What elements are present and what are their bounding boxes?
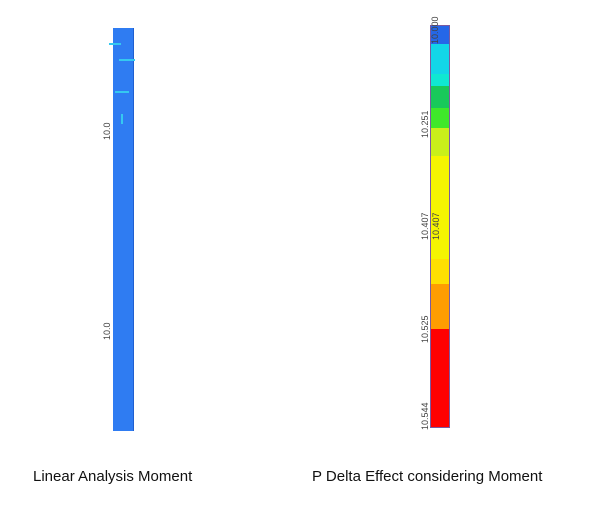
pdelta-segment <box>431 108 449 128</box>
pdelta-segment <box>431 259 449 284</box>
pdelta-segment <box>431 128 449 156</box>
linear-tick <box>119 59 135 61</box>
pdelta-label: 10.525 <box>420 315 430 343</box>
pdelta-segment <box>431 26 449 44</box>
pdelta-segment <box>431 156 449 259</box>
pdelta-caption: P Delta Effect considering Moment <box>312 468 543 485</box>
pdelta-label-bottom: 10.544 <box>420 402 430 430</box>
pdelta-segment <box>431 74 449 86</box>
pdelta-moment-bar <box>430 25 450 428</box>
linear-tick <box>115 91 129 93</box>
linear-moment-bar <box>109 28 135 431</box>
linear-caption: Linear Analysis Moment <box>33 468 193 485</box>
linear-tick <box>121 114 123 124</box>
pdelta-label-top: 10.000 <box>430 16 440 44</box>
pdelta-label: 10.407 <box>431 212 441 240</box>
linear-tick <box>109 43 121 45</box>
linear-label-upper: 10.0 <box>102 122 112 140</box>
pdelta-segment <box>431 86 449 108</box>
linear-label-lower: 10.0 <box>102 322 112 340</box>
pdelta-segment <box>431 284 449 329</box>
pdelta-segment <box>431 44 449 74</box>
pdelta-label: 10.407 <box>420 212 430 240</box>
pdelta-label: 10.251 <box>420 110 430 138</box>
pdelta-segment <box>431 329 449 427</box>
